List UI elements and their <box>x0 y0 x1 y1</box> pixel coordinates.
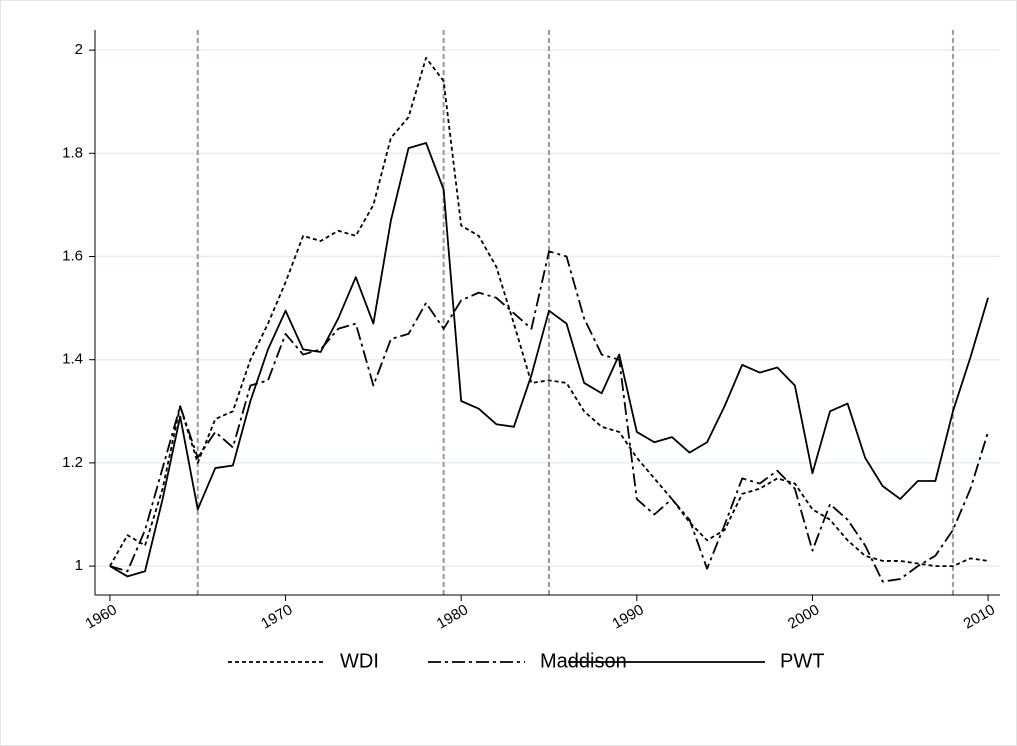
series-line <box>109 142 989 578</box>
legend-label: PWT <box>780 650 824 672</box>
y-tick-label: 1.4 <box>62 351 83 368</box>
y-tick-label: 1.2 <box>62 454 83 471</box>
y-tick-label: 1 <box>75 557 83 574</box>
y-tick-label: 1.8 <box>62 144 83 161</box>
series-line <box>109 56 989 568</box>
y-tick-label: 1.6 <box>62 247 83 264</box>
y-tick-label: 2 <box>75 41 83 58</box>
legend-label: WDI <box>340 650 379 672</box>
